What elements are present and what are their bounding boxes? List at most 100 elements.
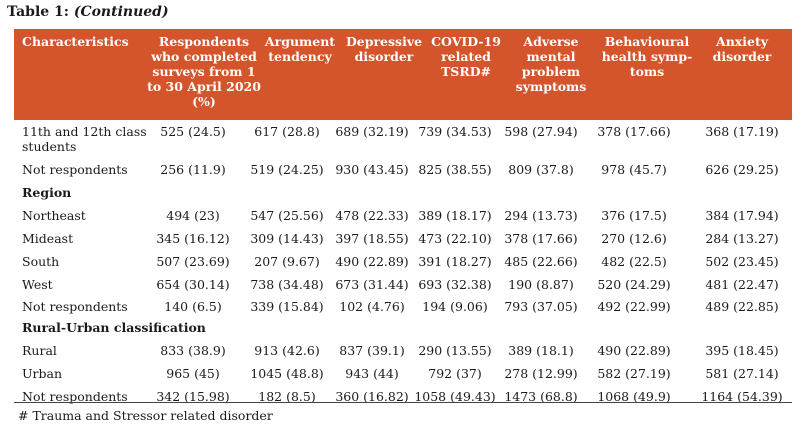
cell-adverse: 389 (18.1)	[508, 343, 574, 358]
cell-argument: 339 (15.84)	[250, 299, 324, 314]
header-covid-tsrd: COVID-19 related TSRD#	[426, 34, 506, 79]
cell-depressive: 360 (16.82)	[335, 389, 409, 404]
cell-depressive: 673 (31.44)	[335, 277, 409, 292]
cell-behavioural: 482 (22.5)	[601, 254, 667, 269]
header-line: toms	[629, 64, 665, 79]
caption-continued: (Continued)	[73, 4, 169, 20]
header-line: mental	[526, 49, 576, 64]
cell-depressive: 478 (22.33)	[335, 208, 409, 223]
row-label-line: students	[22, 139, 77, 154]
header-line: tendency	[268, 49, 332, 64]
row-label: Northeast	[22, 208, 86, 223]
cell-depressive: 943 (44)	[345, 366, 399, 381]
header-characteristics: Characteristics	[22, 34, 129, 49]
section-label: Rural-Urban classification	[22, 320, 206, 335]
header-line: disorder	[354, 49, 414, 64]
cell-anxiety: 1164 (54.39)	[701, 389, 783, 404]
header-line: (%)	[192, 94, 216, 109]
header-line: COVID-19	[431, 34, 501, 49]
header-line: symptoms	[515, 79, 587, 94]
cell-adverse: 793 (37.05)	[504, 299, 578, 314]
cell-adverse: 190 (8.87)	[508, 277, 574, 292]
header-line: to 30 April 2020	[147, 79, 261, 94]
header-adverse-mental-problem: Adverse mental problem symptoms	[508, 34, 594, 94]
cell-covid: 194 (9.06)	[422, 299, 488, 314]
cell-behavioural: 270 (12.6)	[601, 231, 667, 246]
header-line: problem	[521, 64, 581, 79]
header-line: Argument	[264, 34, 336, 49]
cell-covid: 290 (13.55)	[418, 343, 492, 358]
cell-depressive: 490 (22.89)	[335, 254, 409, 269]
row-label-line: Mideast	[22, 231, 74, 246]
row-label: 11th and 12th class students	[22, 124, 147, 154]
cell-covid: 792 (37)	[428, 366, 482, 381]
header-line: surveys from 1	[152, 64, 256, 79]
cell-argument: 617 (28.8)	[254, 124, 320, 139]
cell-covid: 825 (38.55)	[418, 162, 492, 177]
table-bottom-rule	[14, 402, 792, 403]
cell-covid: 1058 (49.43)	[414, 389, 496, 404]
cell-respondents: 965 (45)	[166, 366, 220, 381]
row-label-line: Region	[22, 185, 72, 200]
row-label-line: Not respondents	[22, 389, 128, 404]
cell-depressive: 837 (39.1)	[339, 343, 405, 358]
header-anxiety-disorder: Anxiety disorder	[702, 34, 782, 64]
cell-argument: 309 (14.43)	[250, 231, 324, 246]
cell-covid: 473 (22.10)	[418, 231, 492, 246]
header-line: health symp-	[601, 49, 693, 64]
cell-respondents: 342 (15.98)	[156, 389, 230, 404]
cell-behavioural: 378 (17.66)	[597, 124, 671, 139]
cell-respondents: 140 (6.5)	[164, 299, 222, 314]
cell-respondents: 345 (16.12)	[156, 231, 230, 246]
row-label: South	[22, 254, 59, 269]
cell-adverse: 598 (27.94)	[504, 124, 578, 139]
cell-argument: 1045 (48.8)	[250, 366, 324, 381]
header-argument-tendency: Argument tendency	[262, 34, 338, 64]
cell-argument: 547 (25.56)	[250, 208, 324, 223]
table-caption: Table 1: (Continued)	[7, 4, 169, 20]
row-label-line: Urban	[22, 366, 63, 381]
cell-adverse: 1473 (68.8)	[504, 389, 578, 404]
cell-adverse: 809 (37.8)	[508, 162, 574, 177]
cell-argument: 207 (9.67)	[254, 254, 320, 269]
row-label-line: South	[22, 254, 60, 269]
cell-respondents: 507 (23.69)	[156, 254, 230, 269]
cell-anxiety: 368 (17.19)	[705, 124, 779, 139]
cell-anxiety: 502 (23.45)	[705, 254, 779, 269]
cell-argument: 519 (24.25)	[250, 162, 324, 177]
cell-behavioural: 1068 (49.9)	[597, 389, 671, 404]
row-label-line: Not respondents	[22, 162, 128, 177]
section-label: Region	[22, 185, 71, 200]
cell-adverse: 278 (12.99)	[504, 366, 578, 381]
row-label-line: 11th and 12th class	[22, 124, 147, 139]
row-label-line: Not respondents	[22, 299, 128, 314]
cell-anxiety: 284 (13.27)	[705, 231, 779, 246]
header-line: related	[441, 49, 491, 64]
row-label: Urban	[22, 366, 62, 381]
cell-covid: 739 (34.53)	[418, 124, 492, 139]
cell-behavioural: 490 (22.89)	[597, 343, 671, 358]
header-respondents: Respondents who completed surveys from 1 to…	[140, 34, 268, 109]
table-footnote: # Trauma and Stressor related disorder	[18, 408, 273, 423]
row-label: Rural	[22, 343, 57, 358]
header-line: disorder	[712, 49, 772, 64]
cell-covid: 389 (18.17)	[418, 208, 492, 223]
cell-respondents: 833 (38.9)	[160, 343, 226, 358]
cell-depressive: 102 (4.76)	[339, 299, 405, 314]
cell-respondents: 654 (30.14)	[156, 277, 230, 292]
cell-anxiety: 626 (29.25)	[705, 162, 779, 177]
cell-behavioural: 492 (22.99)	[597, 299, 671, 314]
table-header: Characteristics Respondents who completed…	[14, 29, 792, 120]
cell-behavioural: 582 (27.19)	[597, 366, 671, 381]
cell-depressive: 397 (18.55)	[335, 231, 409, 246]
header-line: Behavioural	[604, 34, 690, 49]
cell-anxiety: 395 (18.45)	[705, 343, 779, 358]
row-label-line: Northeast	[22, 208, 86, 223]
cell-behavioural: 376 (17.5)	[601, 208, 667, 223]
cell-covid: 693 (32.38)	[418, 277, 492, 292]
header-line: Respondents	[158, 34, 250, 49]
cell-respondents: 494 (23)	[166, 208, 220, 223]
cell-depressive: 689 (32.19)	[335, 124, 409, 139]
cell-adverse: 378 (17.66)	[504, 231, 578, 246]
cell-behavioural: 978 (45.7)	[601, 162, 667, 177]
